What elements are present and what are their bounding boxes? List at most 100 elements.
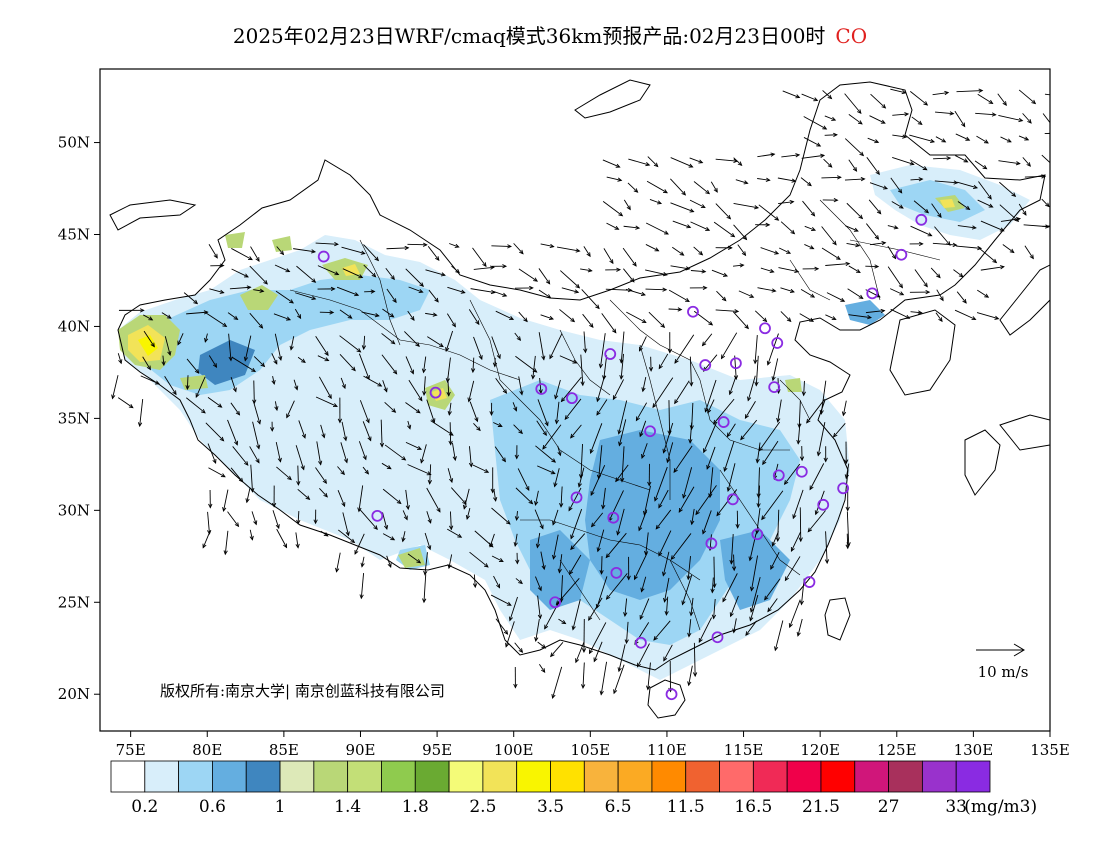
colorbar-swatch <box>516 760 551 793</box>
lon-tick-label: 85E <box>269 741 299 759</box>
colorbar-swatch <box>854 760 889 793</box>
colorbar-swatch <box>719 760 754 793</box>
colorbar-swatch <box>313 760 349 793</box>
city-stations <box>317 213 928 701</box>
province-lines <box>289 199 941 631</box>
lon-tick-label: 130E <box>954 741 994 759</box>
colorbar-swatch <box>144 760 180 793</box>
station-marker <box>751 528 764 541</box>
lon-tick-label: 95E <box>422 741 452 759</box>
station-marker <box>535 383 548 395</box>
colorbar-swatch <box>245 760 281 793</box>
colorbar-swatch <box>550 760 585 793</box>
station-marker <box>566 392 578 405</box>
lon-tick-label: 90E <box>345 741 375 759</box>
colorbar-swatch <box>482 760 518 793</box>
station-marker <box>317 250 330 263</box>
concentration-fill <box>118 165 1030 680</box>
station-marker <box>772 469 785 482</box>
copyright-text: 版权所有:南京大学| 南京创蓝科技有限公司 <box>160 682 445 700</box>
station-marker <box>803 576 816 588</box>
axes: 75E 80E 85E 90E 95E 100E 105E 110E 115E 120E 125E 1… <box>58 134 1070 759</box>
lon-tick-label: 110E <box>647 741 687 759</box>
colorbar-swatch <box>888 760 923 793</box>
lon-tick-label: 105E <box>571 741 611 759</box>
colorbar-swatch <box>651 760 687 793</box>
lon-tick-label: 115E <box>724 741 764 759</box>
station-marker <box>371 509 384 522</box>
station-marker <box>549 596 561 609</box>
station-marker <box>610 566 623 579</box>
colorbar-swatch <box>279 760 315 793</box>
colorbar-swatch <box>820 760 856 793</box>
colorbar-label: 27 <box>878 797 900 817</box>
station-marker <box>915 213 928 226</box>
colorbar-label: 0.2 <box>131 797 158 817</box>
title-text: 2025年02月23日WRF/cmaq模式36km预报产品:02月23日00时 <box>232 24 826 48</box>
station-marker <box>771 337 784 349</box>
colorbar-label: 21.5 <box>802 797 840 817</box>
lat-tick-label: 45N <box>58 226 90 244</box>
colorbar-label: 3.5 <box>537 797 564 817</box>
lon-tick-label: 125E <box>877 741 917 759</box>
colorbar-swatch <box>921 760 957 793</box>
station-marker <box>717 416 730 428</box>
lat-tick-label: 20N <box>58 685 90 703</box>
colorbar-label: 1.4 <box>334 797 361 817</box>
plot-frame <box>99 68 1051 732</box>
colorbar-swatch <box>955 760 991 793</box>
colorbar-label: 16.5 <box>734 797 772 817</box>
colorbar-label: 11.5 <box>667 797 705 817</box>
station-marker <box>634 636 647 649</box>
wind-vectors <box>111 88 1050 700</box>
wind-ref-label: 10 m/s <box>978 663 1029 681</box>
lat-tick-label: 40N <box>58 317 90 335</box>
colorbar-swatch <box>110 760 146 793</box>
colorbar-label: 0.6 <box>199 797 226 817</box>
station-marker <box>429 386 442 399</box>
colorbar-swatch <box>448 760 484 793</box>
colorbar-swatch <box>752 760 788 793</box>
colorbar-swatch <box>685 760 720 793</box>
lat-tick-label: 30N <box>58 501 90 519</box>
station-marker <box>768 381 781 394</box>
station-marker <box>726 493 739 506</box>
colorbar-label: 1.8 <box>402 797 429 817</box>
lon-tick-label: 135E <box>1030 741 1070 759</box>
station-marker <box>604 348 617 360</box>
station-marker <box>837 482 850 495</box>
lon-tick-label: 75E <box>116 741 146 759</box>
colorbar-label: 6.5 <box>605 797 632 817</box>
colorbar-unit: (mg/m3) <box>964 797 1037 817</box>
station-marker <box>665 688 678 701</box>
colorbar-swatch <box>178 760 213 793</box>
colorbar-label: 1 <box>275 797 286 817</box>
station-marker <box>699 359 712 371</box>
station-marker <box>644 425 656 438</box>
colorbar-swatch <box>617 760 653 793</box>
station-marker <box>570 491 583 504</box>
colorbar-swatch <box>347 760 382 793</box>
lon-tick-label: 120E <box>800 741 840 759</box>
plot-content <box>109 79 1050 719</box>
species-label: CO <box>835 24 868 48</box>
station-marker <box>895 248 908 261</box>
station-marker <box>607 511 620 524</box>
station-marker <box>687 305 699 318</box>
colorbar-label: 2.5 <box>469 797 496 817</box>
lat-tick-label: 50N <box>58 134 90 152</box>
colorbar-swatch <box>583 760 619 793</box>
lon-tick-label: 80E <box>192 741 222 759</box>
lat-tick-label: 35N <box>58 409 90 427</box>
station-marker <box>705 537 718 550</box>
colorbar-swatch <box>414 760 450 793</box>
station-marker <box>817 498 830 511</box>
station-marker <box>759 322 771 335</box>
lat-tick-label: 25N <box>58 593 90 611</box>
colorbar-swatch <box>381 760 416 793</box>
station-marker <box>795 465 808 478</box>
station-marker <box>866 287 879 300</box>
map-title: 2025年02月23日WRF/cmaq模式36km预报产品:02月23日00时 C… <box>0 20 1100 49</box>
lon-tick-label: 100E <box>494 741 534 759</box>
